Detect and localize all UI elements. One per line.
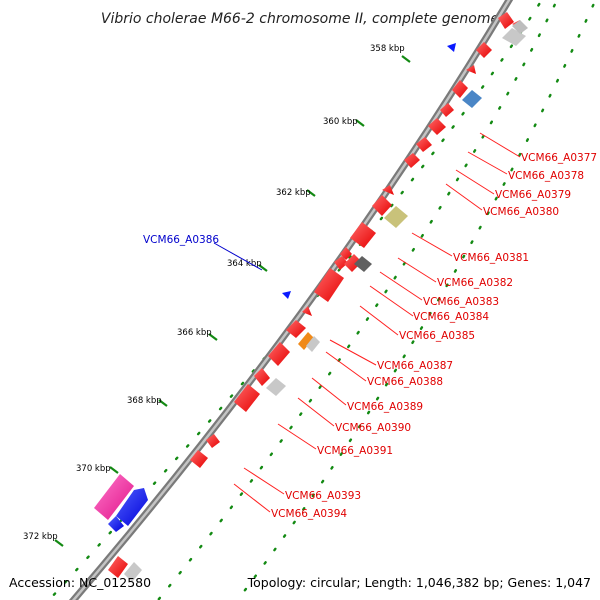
gene-arrow: [440, 103, 454, 117]
gene-label[interactable]: VCM66_A0389: [347, 401, 423, 413]
gene-arrow: [498, 12, 514, 29]
gene-label[interactable]: VCM66_A0391: [317, 445, 393, 457]
gene-box-gray: [306, 336, 320, 352]
mid-dotted-track: [156, 0, 559, 600]
gene-arrow: [372, 195, 392, 216]
gene-label[interactable]: VCM66_A0378: [508, 170, 584, 182]
topology-summary: Topology: circular; Length: 1,046,382 bp…: [247, 575, 591, 590]
accession-text: Accession: NC_012580: [9, 575, 151, 590]
gene-arrow: [428, 118, 446, 135]
gene-arrow: [206, 434, 220, 448]
label-leader-lines: [233, 132, 521, 513]
gene-box-orange: [298, 332, 314, 350]
gene-arrow: [302, 306, 312, 316]
gene-box-gray: [502, 28, 526, 46]
gene-box-olive: [384, 206, 408, 228]
gene-features: [94, 12, 528, 582]
gene-arrow: [334, 256, 348, 270]
gene-arrow: [190, 450, 208, 468]
scale-label-372: 372 kbp: [23, 532, 58, 542]
gene-arrow: [108, 556, 128, 578]
gene-arrow: [476, 42, 492, 58]
gene-label[interactable]: VCM66_A0380: [483, 206, 559, 218]
scale-label-360: 360 kbp: [323, 117, 358, 127]
gene-arrow: [314, 268, 344, 302]
scale-label-366: 366 kbp: [177, 328, 212, 338]
gene-arrow: [234, 384, 260, 412]
map-title: Vibrio cholerae M66-2 chromosome II, com…: [101, 11, 499, 27]
gene-box-gray: [266, 378, 286, 396]
chromosome-backbone: [68, 0, 514, 600]
gene-arrow: [268, 342, 290, 366]
gene-label-left[interactable]: VCM66_A0386: [143, 234, 219, 246]
scale-label-370: 370 kbp: [76, 464, 111, 474]
gene-arrow: [254, 368, 270, 386]
gene-arrow: [340, 247, 352, 260]
gene-label[interactable]: VCM66_A0384: [413, 311, 489, 323]
gene-arrow: [382, 185, 394, 195]
gene-arrow: [416, 137, 432, 152]
gene-label[interactable]: VCM66_A0394: [271, 508, 347, 520]
gene-label[interactable]: VCM66_A0382: [437, 277, 513, 289]
gene-label[interactable]: VCM66_A0385: [399, 330, 475, 342]
gene-label[interactable]: VCM66_A0390: [335, 422, 411, 434]
gene-label[interactable]: VCM66_A0393: [285, 490, 361, 502]
gene-arrow-blue: [108, 516, 124, 532]
gene-arrow: [404, 153, 420, 168]
gene-label[interactable]: VCM66_A0377: [521, 152, 597, 164]
gene-label[interactable]: VCM66_A0383: [423, 296, 499, 308]
gene-box-gray: [512, 20, 528, 34]
gene-arrow: [466, 65, 476, 74]
gene-label[interactable]: VCM66_A0381: [453, 252, 529, 264]
gene-arrow: [286, 320, 306, 338]
gene-box-gray: [124, 562, 142, 582]
gene-arrow: [452, 80, 468, 98]
gene-label[interactable]: VCM66_A0379: [495, 189, 571, 201]
gene-box-dark: [354, 256, 372, 272]
scale-label-358: 358 kbp: [370, 44, 405, 54]
gene-label[interactable]: VCM66_A0388: [367, 376, 443, 388]
scale-label-362: 362 kbp: [276, 188, 311, 198]
label-leader-line-left: [213, 242, 263, 271]
blue-marker-mid: [282, 291, 291, 299]
scale-label-368: 368 kbp: [127, 396, 162, 406]
gene-arrow-blue: [116, 488, 148, 526]
gene-box-steel: [462, 90, 482, 108]
gene-label[interactable]: VCM66_A0387: [377, 360, 453, 372]
gene-arrow: [350, 222, 376, 248]
blue-marker-top: [447, 43, 456, 52]
gene-box-pink: [94, 474, 134, 520]
gene-arrow: [344, 254, 362, 272]
scale-label-364: 364 kbp: [227, 259, 262, 269]
scale-ticks: [54, 55, 411, 547]
